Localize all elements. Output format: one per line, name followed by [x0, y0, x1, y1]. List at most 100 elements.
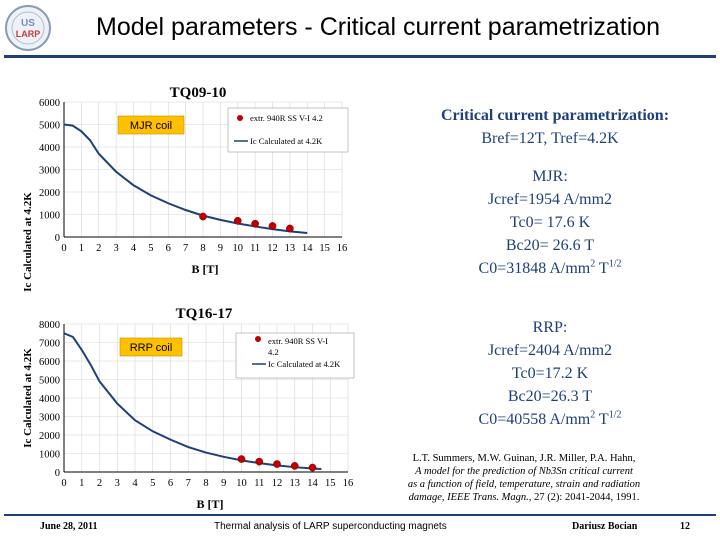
x-tick-label: 5: [148, 243, 153, 254]
x-tick-label: 5: [150, 478, 155, 489]
x-tick-label: 11: [254, 478, 264, 489]
y-axis-label: Ic Calculated at 4.2K: [22, 192, 34, 292]
rrp-c0: C0=40558 A/mm2 T1/2: [478, 409, 622, 428]
reference-authors: L.T. Summers, M.W. Guinan, J.R. Miller, …: [412, 453, 636, 464]
y-tick-label: 3000: [39, 413, 60, 424]
rrp-label: RRP:: [532, 319, 568, 336]
x-tick-label: 7: [183, 243, 188, 254]
x-tick-label: 3: [115, 478, 120, 489]
slide-title: Model parameters - Critical current para…: [96, 13, 661, 41]
y-tick-label: 6000: [39, 98, 60, 109]
x-tick-label: 9: [218, 243, 223, 254]
coil-label-box: [117, 115, 185, 135]
x-axis-label: B [T]: [192, 262, 219, 276]
reference-title-1: A model for the prediction of Nb3Sn crit…: [415, 466, 633, 477]
legend-label-extr: extr. 940R SS V-I 4.2: [250, 113, 323, 123]
x-tick-label: 2: [96, 243, 101, 254]
coil-label: RRP coil: [130, 342, 173, 354]
us-larp-logo: US LARP: [5, 5, 51, 51]
x-tick-label: 0: [61, 243, 66, 254]
x-tick-label: 14: [307, 478, 318, 489]
x-tick-label: 10: [233, 243, 244, 254]
footer-date: June 28, 2011: [40, 521, 98, 532]
logo-text-bottom: LARP: [16, 29, 41, 39]
param-header-line2: Bref=12T, Tref=4.2K: [481, 130, 619, 147]
rrp-jcref: Jcref=2404 A/mm2: [487, 342, 613, 359]
x-tick-label: 13: [290, 478, 301, 489]
mjr-bc20: Bc20= 26.6 T: [505, 237, 595, 254]
reference-citation: L.T. Summers, M.W. Guinan, J.R. Miller, …: [378, 452, 670, 504]
y-axis-label: Ic Calculated at 4.2K: [22, 348, 34, 448]
series-line-ic-calculated: [63, 123, 308, 234]
rrp-bc20: Bc20=26.3 T: [507, 388, 593, 405]
chart-title: TQ16-17: [176, 306, 233, 322]
logo-text-top: US: [21, 18, 35, 29]
y-tick-label: 4000: [39, 394, 60, 405]
x-tick-label: 12: [272, 478, 283, 489]
legend-label-extr-2: 4.2: [268, 347, 279, 357]
legend-label-extr-1: extr. 940R SS V-I: [268, 336, 328, 346]
y-tick-label: 5000: [39, 121, 60, 132]
x-tick-label: 13: [285, 243, 296, 254]
chart-title: TQ09-10: [170, 85, 227, 101]
data-point-extr: [268, 222, 277, 230]
x-tick-label: 9: [221, 478, 226, 489]
coil-label: MJR coil: [130, 120, 172, 132]
data-point-extr: [251, 219, 259, 228]
y-tick-label: 8000: [39, 320, 60, 331]
x-tick-label: 15: [325, 478, 336, 489]
y-tick-label: 2000: [39, 431, 60, 442]
y-tick-label: 5000: [39, 376, 60, 387]
legend-label-calc: Ic Calculated at 4.2K: [268, 359, 341, 369]
x-tick-label: 15: [319, 243, 330, 254]
x-tick-label: 10: [236, 478, 247, 489]
x-tick-label: 6: [168, 478, 173, 489]
legend: extr. 940R SS V-I 4.2 Ic Calculated at 4…: [235, 332, 355, 379]
legend-label-calc: Ic Calculated at 4.2K: [250, 136, 323, 146]
footer-author: Dariusz Bocian: [572, 521, 638, 532]
legend-marker-extr: [255, 336, 261, 342]
x-tick-label: 0: [61, 478, 66, 489]
y-tick-label: 1000: [39, 450, 60, 461]
x-axis-label: B [T]: [197, 497, 224, 511]
reference-title-2: as a function of field, temperature, str…: [407, 479, 641, 490]
y-tick-label: 1000: [39, 211, 60, 222]
x-tick-label: 14: [302, 243, 313, 254]
data-point-extr: [237, 455, 246, 463]
mjr-label: MJR:: [532, 168, 568, 185]
data-point-extr: [290, 462, 299, 470]
mjr-jcref: Jcref=1954 A/mm2: [487, 191, 613, 208]
reference-journal: damage, IEEE Trans. Magn., 27 (2): 2041-…: [408, 492, 640, 503]
y-tick-label: 4000: [39, 143, 60, 154]
rrp-params: RRP: Jcref=2404 A/mm2 Tc0=17.2 K Bc20=26…: [390, 316, 710, 431]
footer-rule: [4, 514, 716, 516]
x-tick-label: 16: [337, 243, 348, 254]
coil-label-box: [119, 337, 183, 357]
footer-center-text: Thermal analysis of LARP superconducting…: [214, 521, 447, 532]
x-tick-label: 4: [131, 243, 137, 254]
y-tick-label: 6000: [39, 357, 60, 368]
data-point-extr: [199, 212, 207, 221]
footer-page-number: 12: [680, 521, 690, 532]
mjr-tc0: Tc0= 17.6 K: [509, 214, 591, 231]
x-tick-label: 7: [186, 478, 191, 489]
data-point-extr: [286, 224, 294, 233]
param-header: Critical current parametrization:: [390, 104, 720, 127]
y-tick-label: 2000: [39, 188, 60, 199]
mjr-params: MJR: Jcref=1954 A/mm2 Tc0= 17.6 K Bc20= …: [390, 165, 710, 280]
x-tick-label: 8: [200, 243, 205, 254]
title-rule: [4, 55, 716, 58]
x-tick-label: 3: [114, 243, 119, 254]
y-tick-label: 0: [55, 468, 60, 479]
x-tick-label: 4: [132, 478, 138, 489]
x-tick-label: 6: [166, 243, 171, 254]
x-tick-label: 11: [250, 243, 260, 254]
y-tick-label: 0: [55, 233, 60, 244]
param-header-line1: Critical current parametrization:: [440, 107, 670, 124]
x-tick-label: 2: [97, 478, 102, 489]
legend-marker-extr: [237, 115, 243, 121]
x-tick-label: 8: [203, 478, 208, 489]
param-ref-values: Bref=12T, Tref=4.2K: [390, 127, 710, 150]
